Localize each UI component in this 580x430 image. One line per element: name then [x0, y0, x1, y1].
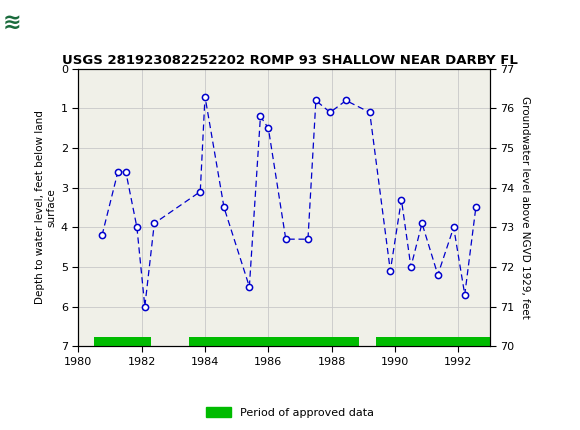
Y-axis label: Groundwater level above NGVD 1929, feet: Groundwater level above NGVD 1929, feet: [520, 96, 530, 319]
Point: [281, 236, 291, 243]
Point: [150, 220, 159, 227]
Point: [433, 271, 443, 278]
Point: [342, 97, 351, 104]
Point: [449, 224, 458, 231]
Point: [303, 236, 313, 243]
Point: [365, 109, 374, 116]
Bar: [94, 338, 151, 346]
Point: [406, 264, 415, 270]
Point: [386, 267, 395, 274]
Point: [132, 224, 142, 231]
Y-axis label: Depth to water level, feet below land
surface: Depth to water level, feet below land su…: [35, 111, 57, 304]
Point: [219, 204, 229, 211]
Legend: Period of approved data: Period of approved data: [202, 403, 378, 422]
Point: [418, 220, 427, 227]
Point: [245, 283, 254, 290]
Point: [97, 232, 107, 239]
Text: ≋: ≋: [3, 12, 21, 33]
Point: [325, 109, 335, 116]
Text: USGS: USGS: [44, 14, 99, 31]
Point: [195, 188, 205, 195]
Point: [460, 291, 469, 298]
Point: [264, 125, 273, 132]
Text: USGS 281923082252202 ROMP 93 SHALLOW NEAR DARBY FL: USGS 281923082252202 ROMP 93 SHALLOW NEA…: [62, 54, 518, 67]
Point: [311, 97, 321, 104]
Bar: [376, 338, 490, 346]
Point: [140, 303, 150, 310]
Point: [200, 93, 209, 100]
Point: [256, 113, 265, 120]
Bar: [3, 3, 84, 42]
Point: [113, 169, 122, 175]
Point: [397, 196, 406, 203]
Bar: [189, 338, 358, 346]
Point: [121, 169, 130, 175]
Point: [471, 204, 480, 211]
